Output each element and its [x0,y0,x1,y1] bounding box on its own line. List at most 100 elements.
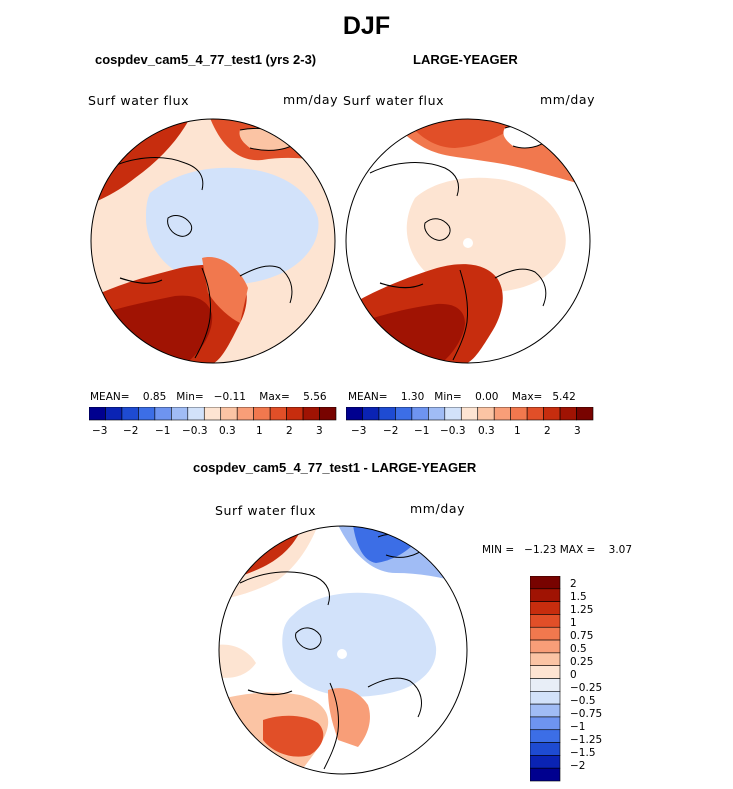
colorbar-box [411,407,429,421]
colorbar-box [203,407,222,421]
cb2-tick-5: 1 [514,425,521,437]
coastline-1 [247,689,293,696]
panel1-mean-value: 0.85 [142,391,167,403]
colorbar-box [510,407,528,421]
colorbar-box [530,691,561,705]
colorbar-box [428,407,446,421]
cb1-tick-7: 3 [316,425,323,437]
colorbar-box [576,407,594,421]
arctic-ocean-negative-region [146,167,319,285]
colorbar-box [319,407,337,421]
colorbar-box [187,407,205,421]
colorbar-box [530,665,561,679]
cb1-tick-3: −0.3 [182,425,208,437]
cb1-tick-6: 2 [286,425,293,437]
panel3-variable-label: Surf water flux [215,503,317,518]
colorbar-box [286,407,304,421]
colorbar-box [530,588,561,602]
colorbar-box [526,407,544,421]
panel3-min-label: MIN = [482,544,515,556]
map-boundary [218,525,468,775]
panel1-variable-label: Surf water flux [88,93,190,108]
colorbar-box [171,407,189,421]
colorbar-box [530,614,561,628]
map-panel-1 [90,118,336,364]
colorbar-box [236,407,254,421]
coastline-2 [295,627,322,650]
colorbar-box [543,407,561,421]
panel2-variable-label: Surf water flux [343,93,445,108]
colorbar-box [460,407,479,421]
atlantic-core-region [346,303,465,363]
colorbar-box [444,407,462,421]
coastline-2 [167,215,193,237]
cb1-tick-5: 1 [256,425,263,437]
pole-hole [463,238,473,248]
map-boundary [90,118,336,364]
coastline-6 [367,677,422,718]
colorbar-box [395,407,413,421]
panel2-stats: MEAN= 1.30 Min= 0.00 Max= 5.42 [348,391,576,403]
cb3-tick-9: −0.5 [570,695,596,707]
norwegian-sea-region [202,257,248,323]
cb3-tick-0: 2 [570,578,577,590]
cb1-tick-2: −1 [155,425,171,437]
pole-hole [337,649,347,659]
coastline-6 [239,265,293,304]
coastline-1 [119,277,163,284]
panel1-mean-label: MEAN= [90,391,130,403]
colorbar-box [530,601,561,615]
cb3-tick-5: 0.5 [570,643,587,655]
panel1-max-value: 5.56 [303,391,327,403]
cb3-tick-6: 0.25 [570,656,594,668]
cb3-tick-1: 1.5 [570,591,587,603]
cb3-tick-10: −0.75 [570,708,603,720]
panel3-max-label: MAX = [559,544,596,556]
cb3-tick-2: 1.25 [570,604,594,616]
cb3-tick-7: 0 [570,669,577,681]
panel1-max-label: Max= [259,391,290,403]
cb1-tick-4: 0.3 [219,425,236,437]
cb3-tick-8: −0.25 [570,682,603,694]
cb1-tick-0: −3 [92,425,108,437]
cb3-tick-3: 1 [570,617,577,629]
colorbar-box [302,407,320,421]
arctic-ocean-negative-region [282,592,437,697]
cb3-tick-13: −1.5 [570,747,596,759]
arctic-ocean-region [406,177,566,293]
colorbar-box [530,767,561,782]
colorbar-box [530,755,561,769]
coastline-2 [424,218,451,241]
colorbar-box [493,407,511,421]
colorbar-box [253,407,271,421]
panel2-units-label: mm/day [540,92,596,107]
coastline-3 [109,157,204,191]
cb3-tick-14: −2 [570,760,586,772]
cb2-tick-0: −3 [351,425,367,437]
colorbar-box [559,407,577,421]
panel1-units-label: mm/day [283,92,339,107]
coastline-6 [494,268,547,307]
colorbar-box [530,626,561,641]
colorbar-box [138,407,156,421]
panel3-units-label: mm/day [410,501,466,516]
cb3-tick-4: 0.75 [570,630,594,642]
colorbar-panel-3 [530,576,561,782]
north-atlantic-core-region [405,119,525,148]
panel3-title: cospdev_cam5_4_77_test1 - LARGE-YEAGER [193,460,477,475]
cb3-tick-11: −1 [570,721,586,733]
colorbar-box [378,407,396,421]
panel3-min-value: −1.23 [524,544,557,556]
map-panel-3 [218,525,468,775]
panel2-max-value: 5.42 [552,391,576,403]
colorbar-box [530,729,561,743]
colorbar-box [105,407,123,421]
panel2-max-label: Max= [511,391,543,403]
colorbar-box [530,742,561,756]
atlantic-core-region [91,295,213,363]
colorbar-box [269,407,287,421]
coastline-5 [194,267,211,359]
panel1-min-label: Min= [176,391,204,403]
colorbar-box [121,407,139,421]
panel2-min-value: 0.00 [475,391,499,403]
